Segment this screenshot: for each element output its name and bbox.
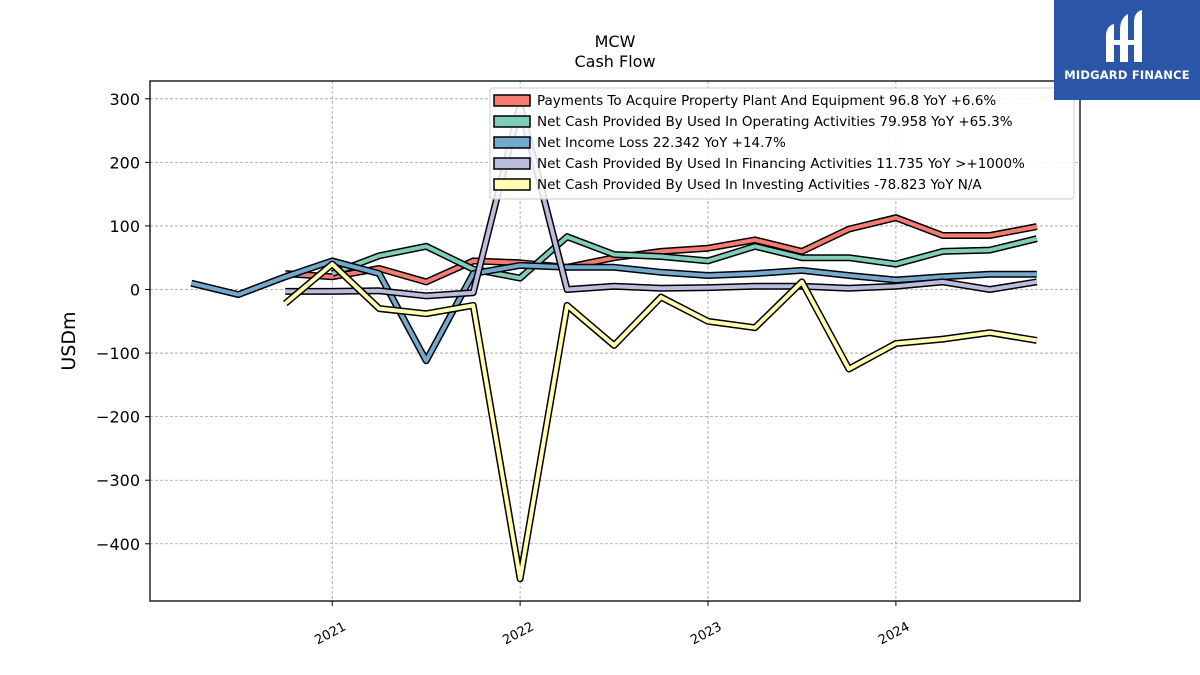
y-tick-label: 100 bbox=[109, 217, 140, 236]
legend-swatch bbox=[493, 115, 531, 128]
legend-entry: Payments To Acquire Property Plant And E… bbox=[537, 93, 996, 109]
series-line-0 bbox=[285, 214, 1038, 286]
y-axis-label: USDm bbox=[58, 311, 80, 370]
x-tick-label: 2022 bbox=[500, 620, 536, 649]
chart-title: MCW bbox=[595, 32, 636, 51]
y-tick-label: −100 bbox=[96, 344, 140, 363]
y-tick-label: 300 bbox=[109, 90, 140, 109]
legend-box bbox=[489, 87, 1075, 200]
y-tick-label: −400 bbox=[96, 535, 140, 554]
y-tick-label: 200 bbox=[109, 153, 140, 172]
legend-swatch bbox=[493, 157, 531, 170]
legend-swatch bbox=[493, 178, 531, 191]
legend-entry: Net Cash Provided By Used In Financing A… bbox=[537, 156, 1025, 172]
series-stroke bbox=[284, 262, 1038, 581]
x-tick-label: 2024 bbox=[876, 620, 912, 649]
legend-entry: Net Cash Provided By Used In Operating A… bbox=[537, 114, 1013, 130]
legend-swatch bbox=[493, 136, 531, 149]
x-tick-label: 2023 bbox=[688, 620, 724, 649]
chart-subtitle: Cash Flow bbox=[574, 52, 655, 71]
series-stroke bbox=[285, 103, 1038, 298]
series-stroke bbox=[285, 215, 1038, 284]
series-stroke bbox=[331, 234, 1038, 281]
y-axis-ticks: 300 200 100 0 −100 −200 −300 −400 bbox=[96, 90, 150, 554]
plot-frame bbox=[149, 80, 1081, 602]
x-axis-ticks: 2021 2022 2023 2024 bbox=[312, 601, 912, 648]
legend-entry: Net Income Loss 22.342 YoY +14.7% bbox=[537, 135, 786, 151]
series-line-1 bbox=[330, 233, 1038, 282]
logo-mark-icon bbox=[1106, 10, 1142, 62]
y-tick-label: −200 bbox=[96, 408, 140, 427]
series-line-3 bbox=[285, 101, 1038, 300]
x-tick-label: 2021 bbox=[312, 620, 348, 649]
legend-swatch bbox=[493, 94, 531, 107]
legend-entry: Net Cash Provided By Used In Investing A… bbox=[537, 177, 982, 193]
series-line-4 bbox=[283, 260, 1038, 583]
y-tick-label: −300 bbox=[96, 471, 140, 490]
legend: Payments To Acquire Property Plant And E… bbox=[489, 87, 1075, 200]
midgard-finance-logo: MIDGARD FINANCE bbox=[1054, 0, 1200, 100]
y-tick-label: 0 bbox=[130, 281, 140, 300]
series-layer bbox=[190, 101, 1038, 583]
logo-text: MIDGARD FINANCE bbox=[1064, 68, 1190, 82]
